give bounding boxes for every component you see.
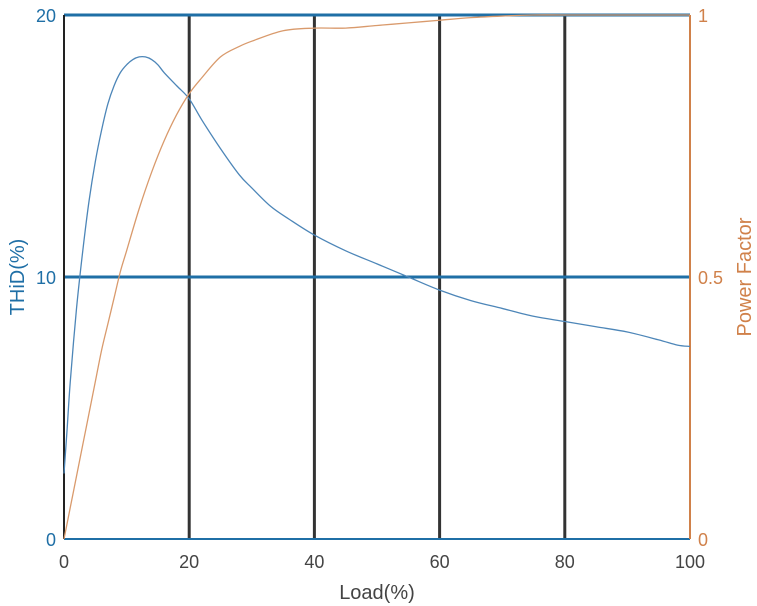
y-right-axis-title: Power Factor <box>734 217 756 336</box>
grid-layer <box>63 13 691 540</box>
x-axis-title: Load(%) <box>339 582 415 604</box>
series-layer <box>63 14 691 540</box>
x-tick-label: 60 <box>430 552 450 572</box>
y-left-tick-label: 10 <box>36 268 56 288</box>
power-factor-series-line <box>63 14 690 540</box>
y-right-tick-label: 0.5 <box>698 268 723 288</box>
y-right-tick-label: 1 <box>698 6 708 26</box>
x-tick-label: 40 <box>304 552 324 572</box>
x-tick-label: 20 <box>179 552 199 572</box>
y-right-tick-label: 0 <box>698 530 708 550</box>
x-tick-label: 100 <box>675 552 705 572</box>
y-left-axis-title: THiD(%) <box>7 239 29 316</box>
y-left-tick-label: 20 <box>36 6 56 26</box>
x-tick-label: 80 <box>555 552 575 572</box>
x-tick-label: 0 <box>59 552 69 572</box>
y-left-tick-label: 0 <box>46 530 56 550</box>
thid-series-line <box>63 55 691 474</box>
